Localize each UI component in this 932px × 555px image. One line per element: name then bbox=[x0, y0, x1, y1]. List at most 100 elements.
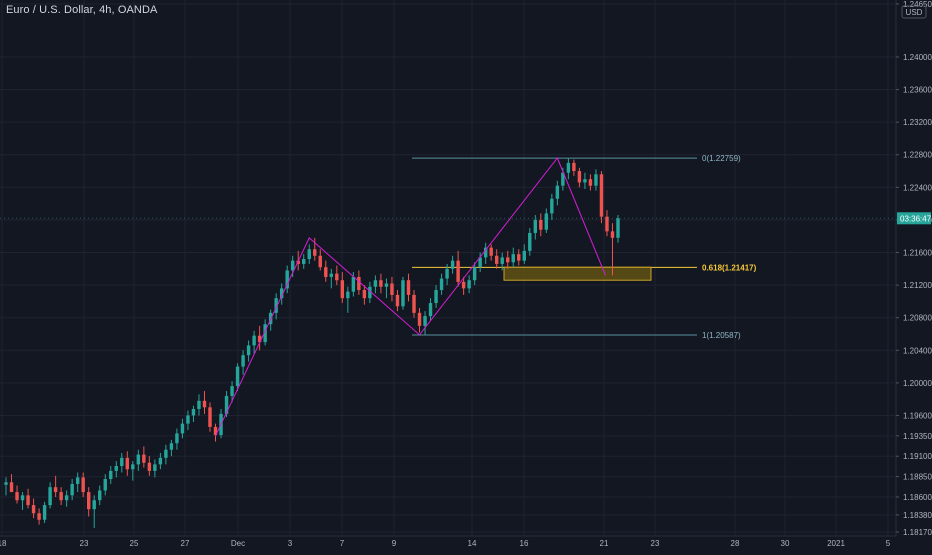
price-tick-label: 1.18600 bbox=[903, 493, 932, 502]
candle-body bbox=[351, 276, 356, 292]
candle-body bbox=[583, 179, 587, 183]
candle-body bbox=[70, 483, 74, 496]
candle-body bbox=[114, 466, 118, 471]
candle bbox=[142, 446, 146, 468]
candle bbox=[109, 466, 113, 484]
candle-body bbox=[142, 454, 146, 463]
candle bbox=[197, 394, 201, 416]
candle-body bbox=[417, 312, 422, 326]
zigzag-pattern[interactable] bbox=[215, 157, 606, 437]
candle bbox=[158, 452, 163, 470]
time-tick-label: 30 bbox=[781, 539, 790, 548]
candle bbox=[252, 330, 256, 354]
candle bbox=[235, 363, 240, 392]
time-tick-label: 23 bbox=[651, 539, 660, 548]
candle-body bbox=[467, 280, 471, 289]
candle bbox=[522, 244, 526, 264]
candle bbox=[125, 451, 130, 476]
candle bbox=[180, 418, 185, 439]
candle-body bbox=[346, 291, 350, 299]
zigzag-line[interactable] bbox=[215, 157, 606, 437]
candle-body bbox=[395, 294, 400, 307]
candle bbox=[241, 350, 245, 375]
candle bbox=[285, 265, 289, 294]
candle bbox=[489, 244, 493, 261]
candle-body bbox=[307, 249, 311, 260]
candle bbox=[599, 171, 604, 224]
candle-body bbox=[48, 487, 52, 506]
candle-body bbox=[555, 185, 560, 199]
candle-body bbox=[235, 366, 240, 387]
currency-label: USD bbox=[906, 8, 923, 17]
candle bbox=[26, 488, 30, 509]
candle bbox=[450, 255, 455, 274]
candle-body bbox=[362, 290, 367, 299]
candle bbox=[517, 249, 521, 266]
candle bbox=[307, 244, 311, 264]
candle-body bbox=[544, 213, 549, 230]
price-tick-label: 1.18170 bbox=[903, 528, 932, 537]
candle-body bbox=[511, 254, 515, 263]
candle-body bbox=[103, 479, 107, 491]
candle bbox=[186, 410, 190, 431]
candle bbox=[357, 270, 361, 295]
price-tick-label: 1.18850 bbox=[903, 473, 932, 482]
candle-body bbox=[175, 433, 179, 444]
price-tick-label: 1.19600 bbox=[903, 411, 932, 420]
candle bbox=[605, 210, 609, 237]
candle-body bbox=[357, 276, 361, 290]
candle bbox=[494, 249, 499, 269]
candle bbox=[588, 174, 593, 191]
candle-body bbox=[610, 231, 615, 238]
time-axis[interactable]: 18 23 25 27 Dec 3 7 9 14 16 21 23 28 30 2021 5 bbox=[0, 539, 891, 548]
axis-tags: 03:36:47 bbox=[0, 212, 932, 225]
candle-body bbox=[180, 423, 185, 434]
candle-body bbox=[506, 257, 510, 263]
time-tick-label: 9 bbox=[392, 539, 397, 548]
currency-badge[interactable]: USD bbox=[901, 5, 927, 19]
candle-body bbox=[252, 335, 256, 346]
candle-body bbox=[483, 247, 488, 258]
candle bbox=[456, 250, 460, 287]
candle-body bbox=[401, 280, 405, 307]
candle bbox=[81, 472, 85, 497]
candle-body bbox=[428, 303, 433, 317]
candle-body bbox=[131, 464, 135, 470]
candle bbox=[92, 495, 96, 528]
candle bbox=[59, 487, 63, 506]
candle-body bbox=[92, 500, 96, 510]
candle bbox=[48, 482, 52, 509]
countdown-tag[interactable] bbox=[897, 212, 931, 225]
time-tick-label: 28 bbox=[731, 539, 740, 548]
candle bbox=[313, 237, 317, 261]
candle-body bbox=[406, 280, 411, 295]
fib-level-label: 0.618(1.21417) bbox=[702, 263, 757, 272]
candle bbox=[120, 452, 124, 473]
candle bbox=[406, 273, 411, 302]
candle bbox=[594, 169, 598, 191]
candle-body bbox=[136, 454, 141, 465]
price-tick-label: 1.19100 bbox=[903, 452, 932, 461]
candle-body bbox=[588, 179, 593, 186]
candle-body bbox=[42, 505, 47, 520]
candle-body bbox=[478, 257, 482, 268]
currency-badge-box bbox=[901, 5, 927, 19]
candle bbox=[164, 444, 168, 465]
candle-body bbox=[279, 288, 284, 299]
candle-body bbox=[412, 294, 416, 313]
demand-zone[interactable] bbox=[503, 266, 652, 281]
candle bbox=[340, 272, 345, 304]
candle bbox=[346, 286, 350, 313]
time-tick-label: Dec bbox=[231, 539, 245, 548]
candle bbox=[544, 208, 549, 233]
candle bbox=[335, 265, 339, 286]
candle-body bbox=[202, 400, 207, 408]
candle-body bbox=[164, 449, 168, 458]
candle bbox=[511, 247, 515, 268]
price-tick-label: 1.20400 bbox=[903, 346, 932, 355]
price-axis[interactable]: 1.24650 1.24000 1.23600 1.23200 1.22800 1.224… bbox=[896, 0, 932, 537]
candle-body bbox=[208, 407, 212, 427]
candle-body bbox=[368, 286, 372, 299]
candle-body bbox=[120, 457, 124, 466]
